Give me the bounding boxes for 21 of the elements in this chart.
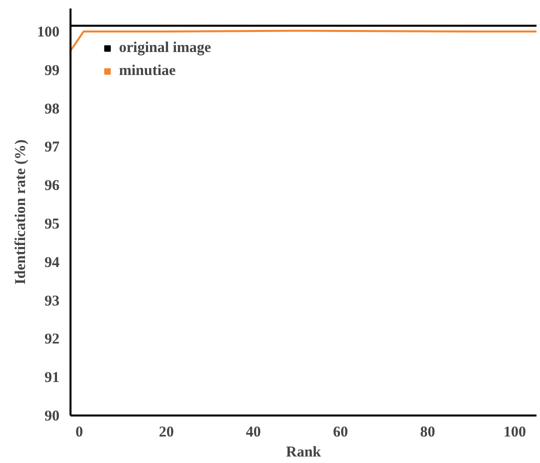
- y-tick-label: 95: [44, 216, 60, 233]
- y-tick-label: 92: [44, 332, 60, 348]
- y-tick-label: 100: [37, 24, 60, 41]
- y-tick-label: 93: [44, 293, 60, 310]
- x-tick-label: 0: [75, 424, 83, 440]
- y-tick-label: 96: [44, 178, 60, 194]
- x-tick-label: 80: [420, 424, 436, 440]
- x-tick-label: 40: [246, 424, 261, 440]
- y-tick-label: 94: [44, 254, 60, 271]
- x-axis-title: Rank: [286, 444, 322, 460]
- y-tick-label: 97: [44, 140, 60, 156]
- x-tick-label: 20: [158, 424, 174, 440]
- y-tick-label: 98: [44, 101, 60, 118]
- y-axis-title: Identification rate (%): [13, 140, 29, 284]
- legend-label: minutiae: [119, 62, 176, 80]
- x-tick-label: 100: [503, 424, 526, 440]
- legend-label: original image: [119, 40, 212, 56]
- y-tick-label: 91: [44, 370, 60, 386]
- y-tick-label: 90: [44, 408, 60, 424]
- y-tick-label: 99: [44, 62, 60, 79]
- x-tick-label: 60: [333, 424, 348, 440]
